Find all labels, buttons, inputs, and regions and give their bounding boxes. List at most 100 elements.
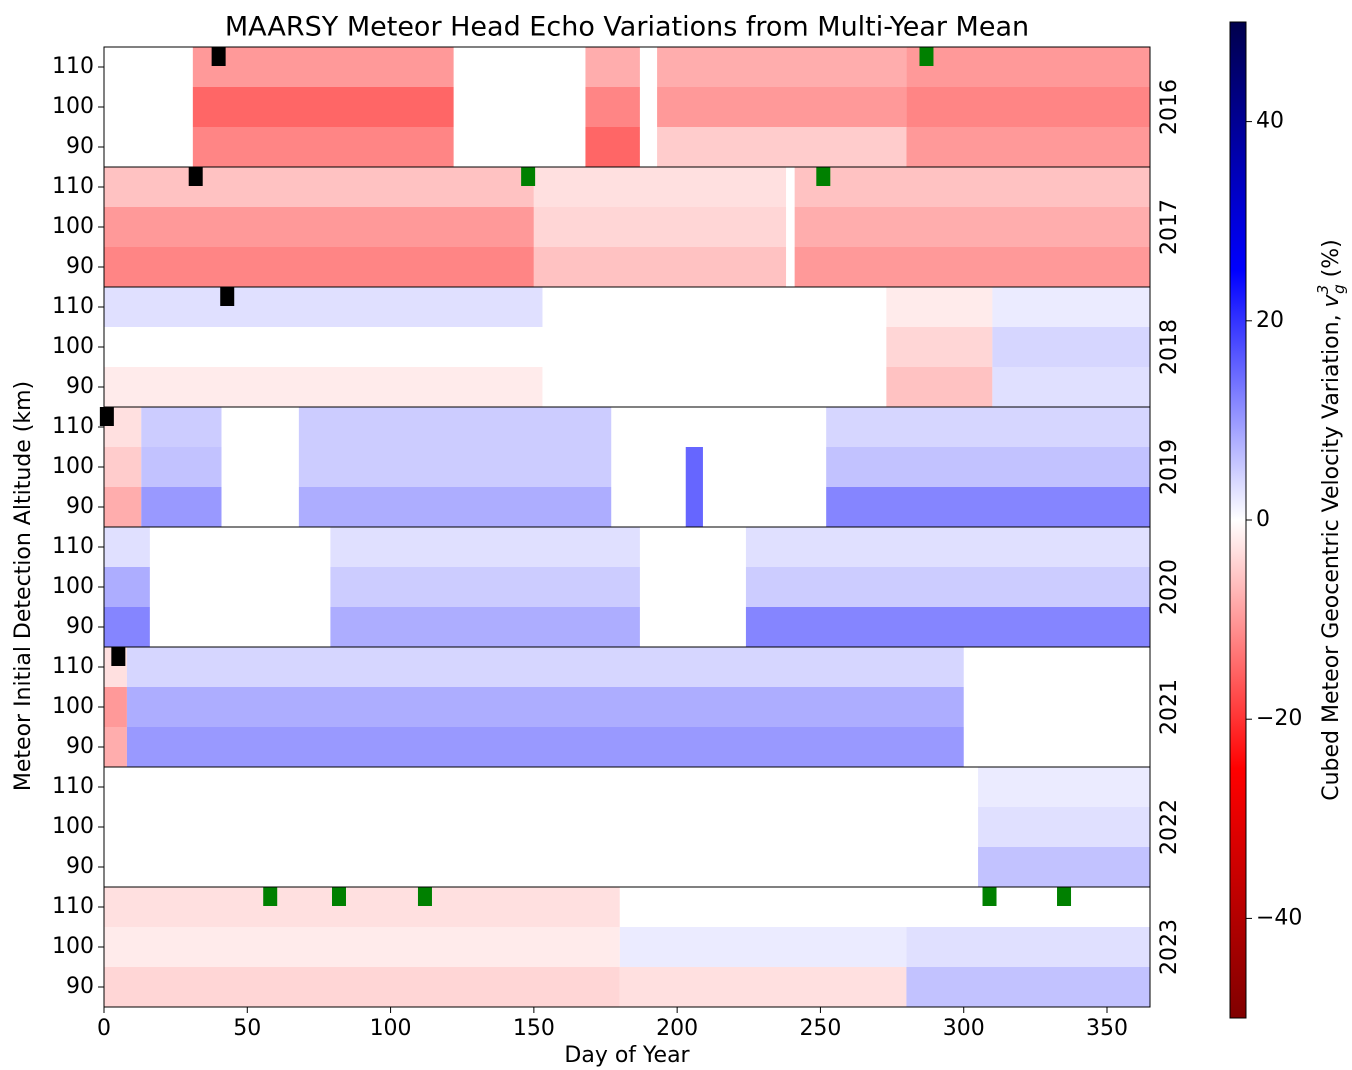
heat-cell bbox=[104, 607, 150, 647]
y-tick-label: 100 bbox=[52, 934, 94, 959]
heat-cell bbox=[685, 487, 703, 527]
heat-cell bbox=[886, 327, 993, 367]
colorbar-tick-label: −40 bbox=[1256, 905, 1302, 930]
heat-cell bbox=[104, 687, 127, 727]
event-marker bbox=[521, 167, 536, 186]
heat-cell bbox=[104, 967, 620, 1007]
y-tick-label: 110 bbox=[52, 414, 94, 439]
event-marker bbox=[919, 47, 934, 66]
heat-cell bbox=[978, 767, 1150, 807]
y-tick-label: 100 bbox=[52, 454, 94, 479]
heat-cell bbox=[619, 967, 907, 1007]
event-marker bbox=[816, 167, 831, 186]
y-tick-label: 90 bbox=[66, 974, 94, 999]
x-tick-label: 200 bbox=[656, 1016, 698, 1041]
heat-cell bbox=[330, 607, 640, 647]
x-tick-label: 50 bbox=[233, 1016, 261, 1041]
heat-cell bbox=[104, 287, 543, 327]
heat-cell bbox=[104, 207, 534, 247]
y-axis-label: Meteor Initial Detection Altitude (km) bbox=[11, 381, 36, 791]
colorbar-tick-label: 40 bbox=[1256, 109, 1284, 134]
heat-cell bbox=[104, 567, 150, 607]
heat-cell bbox=[906, 87, 1150, 127]
year-label: 2018 bbox=[1157, 319, 1182, 375]
heat-cell bbox=[826, 407, 1150, 447]
y-tick-label: 110 bbox=[52, 294, 94, 319]
y-tick-label: 110 bbox=[52, 894, 94, 919]
y-tick-label: 100 bbox=[52, 334, 94, 359]
heat-cell bbox=[619, 927, 907, 967]
heat-cell bbox=[826, 487, 1150, 527]
event-marker bbox=[99, 407, 114, 426]
event-marker bbox=[188, 167, 203, 186]
heat-cell bbox=[298, 447, 612, 487]
heat-cell bbox=[826, 447, 1150, 487]
heat-cell bbox=[906, 967, 1150, 1007]
y-tick-label: 110 bbox=[52, 774, 94, 799]
heat-cell bbox=[745, 607, 1150, 647]
heat-cell bbox=[192, 127, 454, 167]
y-tick-label: 100 bbox=[52, 814, 94, 839]
colorbar-label: Cubed Meteor Geocentric Velocity Variati… bbox=[1314, 239, 1348, 801]
heat-cell bbox=[657, 127, 907, 167]
y-tick-label: 90 bbox=[66, 254, 94, 279]
heat-cell bbox=[533, 207, 787, 247]
heat-cell bbox=[619, 887, 907, 927]
heat-cell bbox=[886, 367, 993, 407]
year-label: 2023 bbox=[1157, 919, 1182, 975]
event-marker bbox=[111, 647, 126, 666]
heat-cell bbox=[141, 487, 222, 527]
year-label: 2019 bbox=[1157, 439, 1182, 495]
heat-cell bbox=[657, 47, 907, 87]
y-tick-label: 90 bbox=[66, 134, 94, 159]
heat-cell bbox=[685, 447, 703, 487]
heat-cell bbox=[298, 407, 612, 447]
x-tick-label: 0 bbox=[97, 1016, 111, 1041]
colorbar-label-var: v bbox=[1319, 293, 1344, 307]
heat-cell bbox=[745, 527, 1150, 567]
heat-cell bbox=[192, 47, 454, 87]
heat-cell bbox=[104, 367, 543, 407]
heat-cell bbox=[126, 687, 964, 727]
heat-cell bbox=[141, 447, 222, 487]
heat-cell bbox=[104, 527, 150, 567]
y-tick-label: 100 bbox=[52, 214, 94, 239]
event-marker bbox=[331, 887, 346, 906]
x-tick-label: 350 bbox=[1086, 1016, 1128, 1041]
colorbar bbox=[1229, 21, 1247, 1019]
y-tick-label: 90 bbox=[66, 854, 94, 879]
heat-cell bbox=[978, 847, 1150, 887]
heat-cell bbox=[992, 327, 1150, 367]
chart-title: MAARSY Meteor Head Echo Variations from … bbox=[225, 12, 1029, 43]
heat-cell bbox=[126, 647, 964, 687]
heat-cell bbox=[585, 127, 640, 167]
heat-cell bbox=[906, 927, 1150, 967]
heat-cell bbox=[745, 567, 1150, 607]
y-tick-label: 100 bbox=[52, 694, 94, 719]
year-label: 2022 bbox=[1157, 799, 1182, 855]
event-marker bbox=[263, 887, 278, 906]
colorbar-label-sub: g bbox=[1330, 284, 1348, 294]
heat-cell bbox=[104, 887, 620, 927]
heat-cell bbox=[298, 487, 612, 527]
heat-cell bbox=[104, 167, 534, 207]
heat-cell bbox=[533, 247, 787, 287]
heat-cell bbox=[794, 207, 1150, 247]
y-tick-label: 100 bbox=[52, 94, 94, 119]
y-tick-label: 90 bbox=[66, 614, 94, 639]
heat-cell bbox=[906, 127, 1150, 167]
x-tick-label: 100 bbox=[370, 1016, 412, 1041]
y-tick-label: 100 bbox=[52, 574, 94, 599]
year-label: 2016 bbox=[1157, 79, 1182, 135]
y-tick-label: 90 bbox=[66, 374, 94, 399]
heat-cell bbox=[978, 807, 1150, 847]
y-tick-label: 110 bbox=[52, 654, 94, 679]
heat-cell bbox=[794, 167, 1150, 207]
heat-cell bbox=[126, 727, 964, 767]
heat-cell bbox=[794, 247, 1150, 287]
event-marker bbox=[417, 887, 432, 906]
heat-cell bbox=[906, 887, 1150, 927]
colorbar-label-sup: 3 bbox=[1314, 285, 1332, 295]
heat-cell bbox=[585, 87, 640, 127]
